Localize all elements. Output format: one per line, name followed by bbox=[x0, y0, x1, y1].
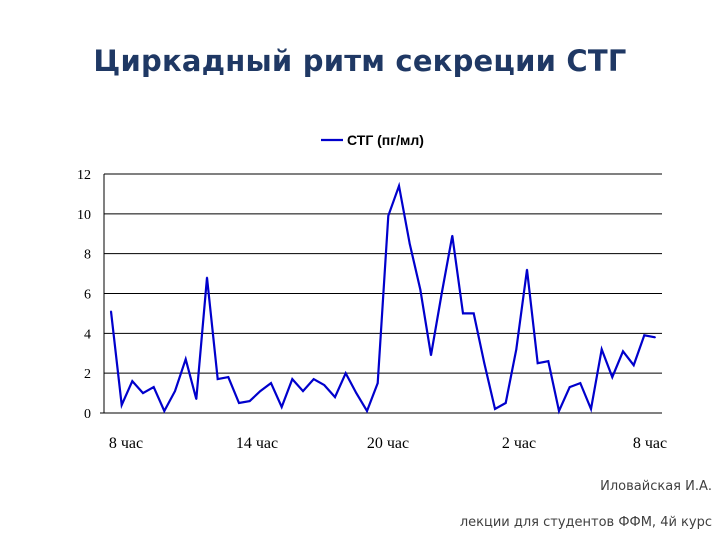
data-point bbox=[355, 392, 358, 394]
x-tick-label-4: 8 час bbox=[633, 435, 667, 452]
data-point bbox=[398, 185, 400, 187]
grid-lines bbox=[104, 173, 662, 374]
data-point bbox=[654, 336, 656, 339]
data-point bbox=[547, 360, 550, 363]
data-point bbox=[344, 372, 347, 375]
chart-axes bbox=[100, 174, 662, 414]
data-point bbox=[184, 358, 187, 361]
data-point bbox=[462, 312, 464, 315]
x-tick-label-2: 20 час bbox=[367, 435, 409, 452]
y-tick-label-10: 10 bbox=[77, 208, 91, 223]
data-point bbox=[387, 214, 390, 217]
data-point bbox=[483, 362, 486, 365]
data-point bbox=[312, 378, 315, 381]
chart-legend: СТГ (пг/мл) bbox=[321, 132, 424, 148]
data-point bbox=[302, 390, 304, 392]
data-point bbox=[152, 386, 155, 389]
y-tick-label-2: 2 bbox=[84, 367, 91, 382]
data-point bbox=[120, 404, 123, 406]
data-point bbox=[643, 334, 646, 337]
data-point bbox=[280, 406, 283, 408]
data-point bbox=[334, 396, 336, 398]
data-point bbox=[110, 310, 112, 313]
y-tick-labels: 0 2 4 6 8 10 12 bbox=[77, 168, 91, 422]
y-tick-label-0: 0 bbox=[84, 407, 91, 422]
data-point bbox=[270, 382, 272, 385]
x-tick-label-1: 14 час bbox=[236, 435, 278, 452]
data-point bbox=[568, 386, 571, 389]
y-tick-label-6: 6 bbox=[84, 288, 91, 303]
footer-course: лекции для студентов ФФМ, 4й курс bbox=[459, 515, 712, 530]
data-point bbox=[195, 398, 198, 400]
series-group bbox=[109, 181, 656, 415]
data-point bbox=[504, 402, 507, 404]
x-tick-label-0: 8 час bbox=[109, 435, 143, 452]
data-point bbox=[515, 348, 518, 351]
data-point bbox=[366, 410, 368, 412]
data-point bbox=[536, 362, 539, 365]
data-point bbox=[472, 312, 475, 315]
y-tick-label-4: 4 bbox=[84, 327, 91, 342]
data-point bbox=[142, 392, 144, 394]
data-point bbox=[248, 400, 251, 402]
data-point bbox=[206, 276, 208, 279]
data-point bbox=[494, 408, 496, 410]
data-point bbox=[227, 376, 230, 379]
data-point bbox=[611, 376, 614, 379]
data-point bbox=[376, 382, 379, 385]
data-point bbox=[632, 364, 635, 367]
data-point bbox=[622, 350, 624, 353]
data-point bbox=[216, 378, 219, 381]
data-point bbox=[526, 268, 528, 271]
y-tick-label-12: 12 bbox=[77, 168, 91, 183]
data-point bbox=[163, 410, 166, 412]
legend-label-0: СТГ (пг/мл) bbox=[347, 132, 424, 148]
data-point bbox=[590, 408, 592, 410]
data-point bbox=[174, 390, 176, 392]
x-tick-label-3: 2 час bbox=[502, 435, 536, 452]
data-point bbox=[440, 292, 443, 295]
data-point bbox=[419, 288, 422, 291]
y-tick-label-8: 8 bbox=[84, 248, 91, 263]
data-point bbox=[238, 402, 240, 404]
x-tick-labels: 8 час 14 час 20 час 2 час 8 час bbox=[109, 435, 667, 452]
data-point bbox=[451, 234, 454, 237]
series-line-0 bbox=[109, 181, 656, 415]
footer-author: Иловайская И.А. bbox=[600, 479, 712, 494]
data-point bbox=[600, 348, 603, 351]
data-point bbox=[291, 378, 294, 381]
slide-title: Циркадный ритм секреции СТГ bbox=[93, 44, 627, 78]
data-point bbox=[430, 354, 432, 357]
data-point bbox=[408, 242, 411, 245]
data-point bbox=[323, 384, 326, 387]
data-point bbox=[131, 380, 134, 383]
data-point bbox=[259, 390, 262, 392]
data-point bbox=[579, 382, 582, 385]
data-point bbox=[558, 410, 560, 412]
